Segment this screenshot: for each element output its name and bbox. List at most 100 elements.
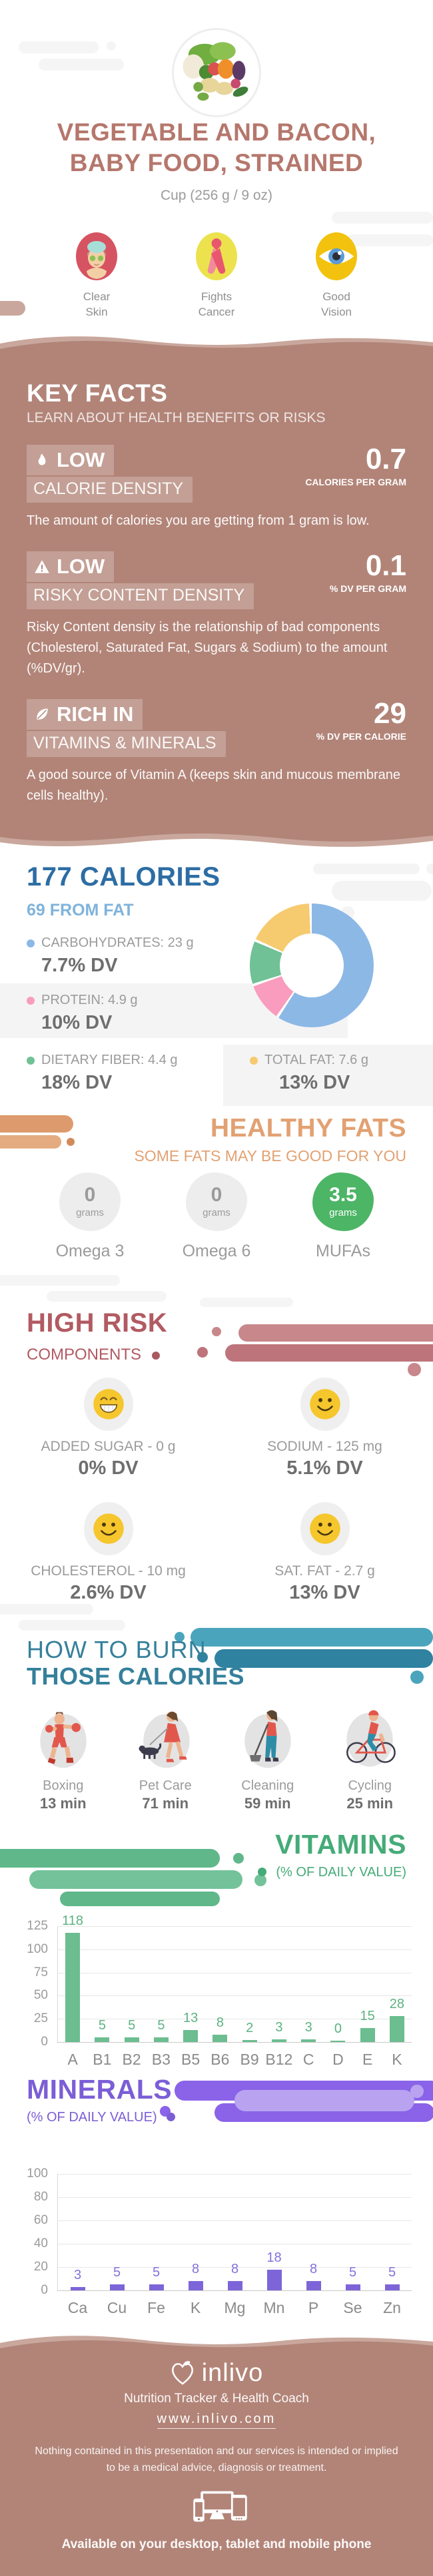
sweeping-icon <box>244 1710 291 1768</box>
risk-added-sugar: ADDED SUGAR - 0 g 0% DV <box>0 1378 217 1479</box>
leaf-icon <box>37 708 48 720</box>
decor-pill <box>39 59 124 71</box>
benefit-fights-cancer: Fights Cancer <box>177 230 256 320</box>
page-title: VEGETABLE AND BACON, BABY FOOD, STRAINED <box>0 117 433 179</box>
fat-omega6: 0 grams Omega 6 <box>160 1172 273 1261</box>
fact-badge: LOW <box>27 551 115 582</box>
risk-sodium: SODIUM - 125 mg 5.1% DV <box>217 1378 433 1479</box>
bar-B1: 5 B1 <box>93 2018 112 2068</box>
decor-dot <box>410 2085 424 2098</box>
awareness-ribbon-icon <box>196 232 237 280</box>
flame-icon <box>38 453 46 465</box>
minerals-bar-chart: 0 20 40 60 80 100 3 Ca 5 Cu 5 Fe 8 K 8 Mg 18 Mn 8 P 5 Se 5 Zn <box>19 2150 418 2321</box>
decor-pill <box>215 1649 433 1668</box>
activity-pet-care: Pet Care 71 min <box>119 1702 212 1812</box>
decor-pill <box>0 1135 61 1149</box>
bar-K: 28 K <box>389 1997 404 2068</box>
high-risk-heading: HIGH RISK <box>27 1308 168 1338</box>
brand-name: inlivo <box>201 2359 264 2387</box>
decor-pill <box>19 1620 125 1631</box>
minerals-subheading: (% OF DAILY VALUE) <box>27 2110 175 2125</box>
fact-badge: RICH IN <box>27 699 143 730</box>
wave-divider <box>0 336 433 356</box>
decor-dot <box>67 1138 75 1146</box>
footer: inlivo Nutrition Tracker & Health Coach … <box>0 2355 433 2576</box>
bar-Ca: 3 Ca <box>67 2267 88 2316</box>
fact-label: CALORIE DENSITY <box>27 477 193 503</box>
decor-pill <box>29 1870 242 1889</box>
vitamins-heading: VITAMINS <box>275 1829 406 1860</box>
decor-pill <box>19 41 99 53</box>
bar-Mg: 8 Mg <box>224 2262 246 2316</box>
healthy-fats-section: HEALTHY FATS SOME FATS MAY BE GOOD FOR Y… <box>0 1114 433 1286</box>
activities-row: Boxing 13 min <box>0 1702 433 1812</box>
decor-pill <box>60 1892 220 1906</box>
vitamins-bar-chart: 0 25 50 75 100 125 118 A 5 B1 5 B2 5 B3 13 B5 8 B6 2 B9 3 B12… <box>19 1902 418 2073</box>
dog-walking-icon <box>139 1711 190 1768</box>
devices-icon <box>193 2491 247 2521</box>
fact-label: VITAMINS & MINERALS <box>27 731 226 757</box>
bar-E: 15 E <box>360 2009 375 2068</box>
benefit-label: Good Vision <box>321 290 352 318</box>
vitamins-section: VITAMINS (% OF DAILY VALUE) 0 25 50 75 100 12… <box>0 1824 433 2071</box>
boxing-icon <box>40 1712 87 1768</box>
fact-value: 29 % DV PER CALORIE <box>316 697 406 742</box>
legend-carbohydrates: CARBOHYDRATES: 23 g 7.7% DV <box>27 935 194 977</box>
fact-value: 0.7 CALORIES PER GRAM <box>305 443 406 488</box>
fact-calorie-density: LOW CALORIE DENSITY 0.7 CALORIES PER GRA… <box>27 445 406 531</box>
benefit-clear-skin: Clear Skin <box>57 230 137 320</box>
activity-boxing: Boxing 13 min <box>17 1702 110 1812</box>
bar-A: 118 A <box>62 1913 84 2068</box>
protein-dot <box>27 996 35 1005</box>
activity-cycling: Cycling 25 min <box>323 1702 416 1812</box>
bar-Zn: 5 Zn <box>383 2265 401 2316</box>
minerals-heading: MINERALS <box>27 2074 173 2105</box>
fact-risky-content-density: LOW RISKY CONTENT DENSITY 0.1 % DV PER G… <box>27 551 406 679</box>
serving-size: Cup (256 g / 9 oz) <box>160 188 273 203</box>
burn-heading-line1: HOW TO BURN <box>27 1636 225 1664</box>
smiley-face-icon <box>309 1389 340 1419</box>
wave-divider <box>0 830 433 847</box>
healthy-fats-subheading: SOME FATS MAY BE GOOD FOR YOU <box>134 1147 406 1164</box>
fat-mufas: 3.5 grams MUFAs <box>286 1172 400 1261</box>
benefit-label: Clear Skin <box>83 290 111 318</box>
decor-pill <box>0 1849 220 1868</box>
carbs-dot <box>27 939 35 947</box>
vegetables-illustration <box>183 42 248 101</box>
fat-blob: 0 grams <box>182 1172 252 1231</box>
bar-B2: 5 B2 <box>122 2018 141 2068</box>
hero-section: VEGETABLE AND BACON, BABY FOOD, STRAINED… <box>0 0 433 333</box>
benefit-good-vision: Good Vision <box>296 230 376 320</box>
smiley-face-icon <box>309 1513 340 1544</box>
disclaimer: Nothing contained in this presentation a… <box>35 2446 398 2473</box>
benefit-label: Fights Cancer <box>198 290 235 318</box>
decor-pill <box>200 1298 293 1307</box>
decor-pill <box>313 864 420 874</box>
bar-B9: 2 B9 <box>240 2021 259 2068</box>
availability-note: Available on your desktop, tablet and mo… <box>61 2537 372 2551</box>
fiber-dot <box>27 1056 35 1065</box>
decor-dot <box>408 1363 421 1376</box>
fat-omega3: 0 grams Omega 3 <box>33 1172 147 1261</box>
decor-pill <box>0 301 25 316</box>
bar-Mn: 18 Mn <box>263 2250 285 2317</box>
bar-Se: 5 Se <box>343 2265 362 2316</box>
fact-badge: LOW <box>27 445 115 475</box>
risk-sat-fat: SAT. FAT - 2.7 g 13% DV <box>217 1502 433 1604</box>
fat-blob: 3.5 grams <box>307 1172 380 1231</box>
website-link[interactable]: www.inlivo.com <box>157 2412 276 2429</box>
legend-dietary-fiber: DIETARY FIBER: 4.4 g 18% DV <box>27 1053 178 1094</box>
calories-section: 177 CALORIES 69 FROM FAT CARBOHYDRATES: … <box>0 853 433 1114</box>
risk-cholesterol: CHOLESTEROL - 10 mg 2.6% DV <box>0 1502 217 1604</box>
title-line-1: VEGETABLE AND BACON, <box>57 119 376 146</box>
key-facts-subheading: LEARN ABOUT HEALTH BENEFITS OR RISKS <box>27 410 326 425</box>
decor-pill <box>0 1115 73 1133</box>
fact-vitamins-minerals: RICH IN VITAMINS & MINERALS 29 % DV PER … <box>27 699 406 806</box>
macronutrient-donut-chart <box>250 903 374 1027</box>
decor-pill <box>332 212 433 224</box>
decor-pill <box>332 881 432 901</box>
